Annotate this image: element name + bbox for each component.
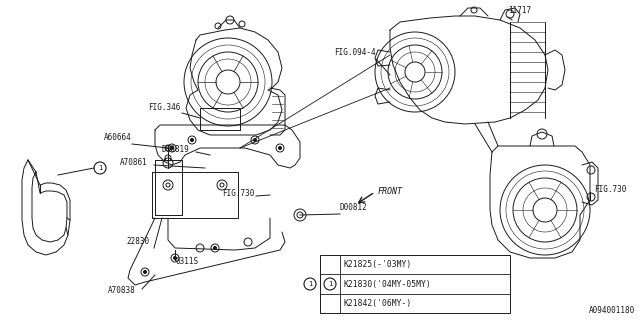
- Text: FIG.730: FIG.730: [594, 185, 627, 194]
- Circle shape: [166, 183, 170, 187]
- Text: 1: 1: [98, 165, 102, 171]
- Circle shape: [304, 278, 316, 290]
- Circle shape: [94, 162, 106, 174]
- Text: K21825(-'03MY): K21825(-'03MY): [344, 260, 412, 269]
- Circle shape: [253, 139, 257, 141]
- Text: 11717: 11717: [508, 6, 531, 15]
- Circle shape: [191, 139, 193, 141]
- Text: D00819: D00819: [162, 145, 189, 154]
- Text: FIG.094-4: FIG.094-4: [334, 48, 376, 57]
- Text: 1: 1: [328, 281, 332, 287]
- Circle shape: [324, 278, 336, 290]
- Text: A60664: A60664: [104, 133, 132, 142]
- Text: 0311S: 0311S: [175, 257, 198, 266]
- Text: A70838: A70838: [108, 286, 136, 295]
- Text: 1: 1: [308, 281, 312, 287]
- Circle shape: [278, 147, 282, 149]
- Text: FRONT: FRONT: [378, 188, 403, 196]
- Circle shape: [297, 212, 303, 218]
- Circle shape: [173, 257, 177, 260]
- Text: A094001180: A094001180: [589, 306, 635, 315]
- Text: K21842('06MY-): K21842('06MY-): [344, 299, 412, 308]
- Text: A70861: A70861: [120, 158, 148, 167]
- Bar: [320, 255, 510, 313]
- Text: FIG.346: FIG.346: [148, 103, 180, 112]
- Text: FIG.730: FIG.730: [222, 189, 254, 198]
- Text: K21830('04MY-05MY): K21830('04MY-05MY): [344, 279, 432, 289]
- Text: 22830: 22830: [126, 237, 149, 246]
- Circle shape: [170, 147, 173, 149]
- Circle shape: [220, 183, 224, 187]
- Circle shape: [143, 270, 147, 274]
- Text: D00812: D00812: [340, 203, 368, 212]
- Circle shape: [214, 246, 216, 250]
